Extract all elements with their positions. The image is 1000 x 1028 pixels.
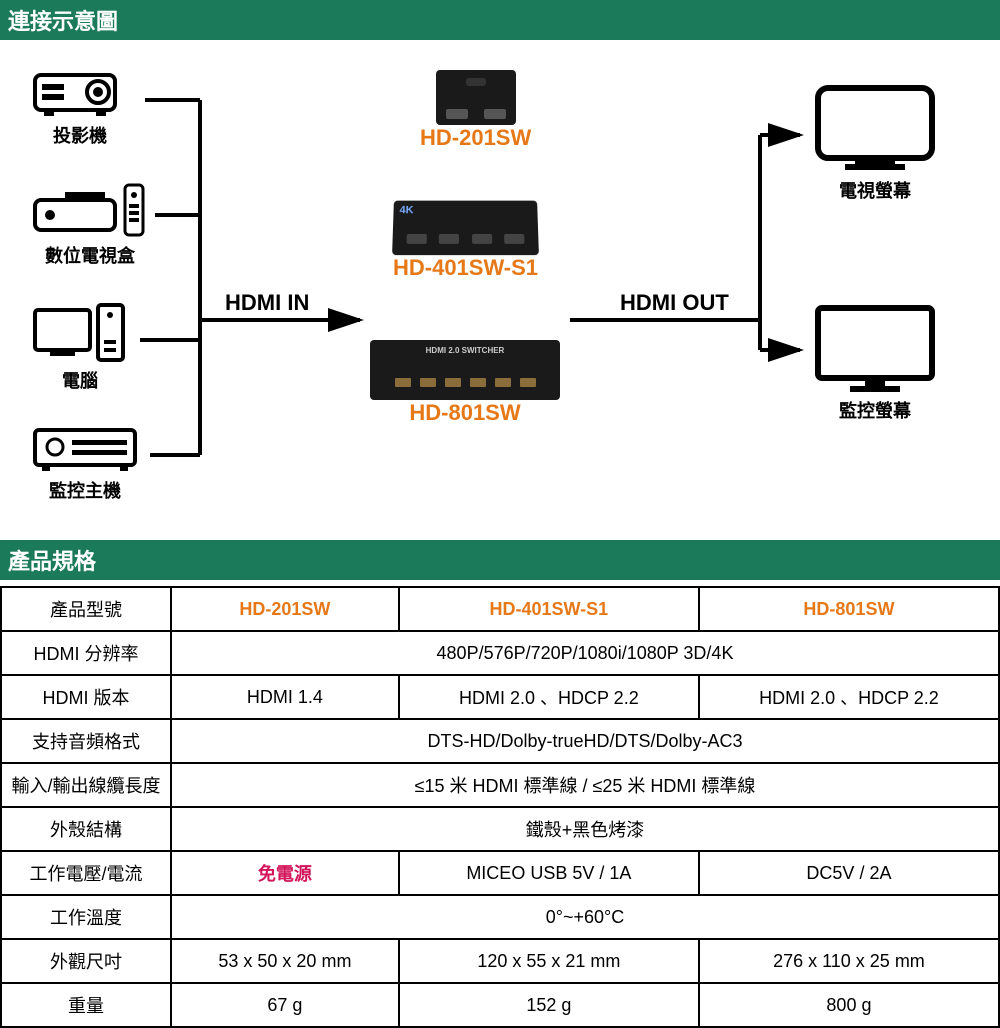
- row-cell: MICEO USB 5V / 1A: [399, 851, 699, 895]
- device-label: 監控主機: [30, 477, 140, 503]
- spec-table: 產品型號HD-201SWHD-401SW-S1HD-801SW HDMI 分辨率4…: [0, 586, 1000, 1028]
- row-cell: 276 x 110 x 25 mm: [699, 939, 999, 983]
- row-value: 480P/576P/720P/1080i/1080P 3D/4K: [171, 631, 999, 675]
- diagram-header: 連接示意圖: [0, 0, 1000, 40]
- col-label: 產品型號: [1, 587, 171, 631]
- product-201: HD-201SW: [420, 70, 531, 151]
- device-tv: 電視螢幕: [810, 80, 940, 203]
- hdmi-out-label: HDMI OUT: [620, 290, 729, 316]
- row-value: 0°~+60°C: [171, 895, 999, 939]
- row-cell: 53 x 50 x 20 mm: [171, 939, 399, 983]
- row-cell: 120 x 55 x 21 mm: [399, 939, 699, 983]
- device-projector: 投影機: [30, 60, 130, 148]
- model-header: HD-401SW-S1: [399, 587, 699, 631]
- device-label: 電腦: [30, 367, 130, 393]
- product-label: HD-201SW: [420, 125, 531, 151]
- row-cell: 免電源: [171, 851, 399, 895]
- row-value: 鐵殼+黑色烤漆: [171, 807, 999, 851]
- product-401: 4K HD-401SW-S1: [393, 200, 538, 281]
- device-label: 電視螢幕: [810, 177, 940, 203]
- device-pc: 電腦: [30, 300, 130, 393]
- row-value: DTS-HD/Dolby-trueHD/DTS/Dolby-AC3: [171, 719, 999, 763]
- hdmi-in-label: HDMI IN: [225, 290, 309, 316]
- row-cell: HDMI 1.4: [171, 675, 399, 719]
- row-cell: HDMI 2.0 、HDCP 2.2: [699, 675, 999, 719]
- device-settop: 數位電視盒: [30, 180, 150, 268]
- product-801: HDMI 2.0 SWITCHER HD-801SW: [370, 340, 560, 426]
- device-dvr: 監控主機: [30, 420, 140, 503]
- row-label: HDMI 分辨率: [1, 631, 171, 675]
- row-cell: DC5V / 2A: [699, 851, 999, 895]
- row-label: 工作溫度: [1, 895, 171, 939]
- row-label: 輸入/輸出線纜長度: [1, 763, 171, 807]
- device-label: 監控螢幕: [810, 397, 940, 423]
- device-label: 數位電視盒: [30, 242, 150, 268]
- model-header: HD-201SW: [171, 587, 399, 631]
- connection-diagram: 投影機 數位電視盒 電腦 監控主機 HD-201SW 4K HD-4: [0, 40, 1000, 540]
- device-monitor: 監控螢幕: [810, 300, 940, 423]
- row-label: 外殼結構: [1, 807, 171, 851]
- row-cell: HDMI 2.0 、HDCP 2.2: [399, 675, 699, 719]
- row-label: 支持音頻格式: [1, 719, 171, 763]
- row-cell: 800 g: [699, 983, 999, 1027]
- product-label: HD-801SW: [370, 400, 560, 426]
- row-label: 工作電壓/電流: [1, 851, 171, 895]
- row-label: 外觀尺吋: [1, 939, 171, 983]
- row-label: HDMI 版本: [1, 675, 171, 719]
- row-value: ≤15 米 HDMI 標準線 / ≤25 米 HDMI 標準線: [171, 763, 999, 807]
- model-header: HD-801SW: [699, 587, 999, 631]
- device-label: 投影機: [30, 122, 130, 148]
- row-cell: 67 g: [171, 983, 399, 1027]
- row-cell: 152 g: [399, 983, 699, 1027]
- row-label: 重量: [1, 983, 171, 1027]
- spec-header: 產品規格: [0, 540, 1000, 580]
- product-label: HD-401SW-S1: [393, 255, 538, 281]
